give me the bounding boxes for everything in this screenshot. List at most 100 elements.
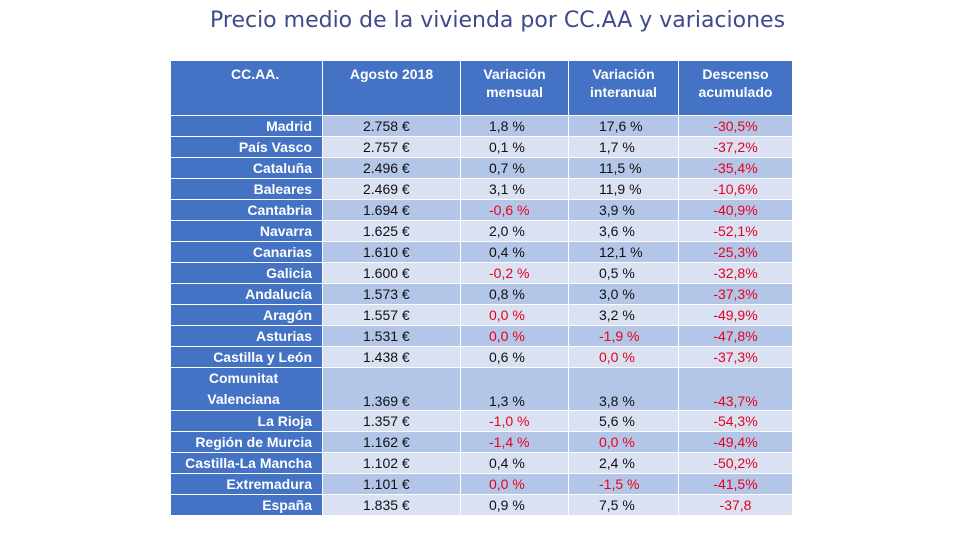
monthly-cell: 0,4 % bbox=[460, 241, 569, 263]
table-row: Canarias 1.610 €0,4 % 12,1 % -25,3% bbox=[170, 241, 793, 263]
header-accum: Descenso acumulado bbox=[678, 60, 793, 116]
price-cell: 1.369 € bbox=[322, 367, 461, 411]
monthly-cell: -1,4 % bbox=[460, 431, 569, 453]
price-cell: 1.835 € bbox=[322, 494, 461, 516]
monthly-cell: 1,3 % bbox=[460, 367, 569, 411]
accum-cell: -41,5% bbox=[678, 473, 793, 495]
header-yearly: Variación interanual bbox=[568, 60, 679, 116]
table-row: Extremadura 1.101 €0,0 % -1,5 % -41,5% bbox=[170, 473, 793, 495]
price-cell: 1.162 € bbox=[322, 431, 461, 453]
accum-cell: -49,4% bbox=[678, 431, 793, 453]
accum-cell: -37,2% bbox=[678, 136, 793, 158]
region-cell: Cataluña bbox=[170, 157, 323, 179]
table-row: Madrid 2.758 €1,8 % 17,6 % -30,5% bbox=[170, 115, 793, 137]
monthly-cell: 0,0 % bbox=[460, 304, 569, 326]
table-row: Comunitat Valenciana 1.369 €1,3 % 3,8 % -43… bbox=[170, 367, 793, 411]
monthly-cell: 0,4 % bbox=[460, 452, 569, 474]
price-cell: 1.557 € bbox=[322, 304, 461, 326]
monthly-cell: 3,1 % bbox=[460, 178, 569, 200]
price-cell: 1.438 € bbox=[322, 346, 461, 368]
yearly-cell: 2,4 % bbox=[568, 452, 679, 474]
header-monthly: Variación mensual bbox=[460, 60, 569, 116]
monthly-cell: -0,2 % bbox=[460, 262, 569, 284]
table-row: Castilla y León 1.438 €0,6 % 0,0 % -37,3% bbox=[170, 346, 793, 368]
region-cell: Galicia bbox=[170, 262, 323, 284]
region-cell: Castilla y León bbox=[170, 346, 323, 368]
price-cell: 1.694 € bbox=[322, 199, 461, 221]
table-row: La Rioja 1.357 € -1,0 % 5,6 % -54,3% bbox=[170, 410, 793, 432]
region-cell: Andalucía bbox=[170, 283, 323, 305]
monthly-cell: 2,0 % bbox=[460, 220, 569, 242]
yearly-cell: 7,5 % bbox=[568, 494, 679, 516]
region-cell: Aragón bbox=[170, 304, 323, 326]
header-price: Agosto 2018 bbox=[322, 60, 461, 116]
yearly-cell: 11,5 % bbox=[568, 157, 679, 179]
accum-cell: -37,3% bbox=[678, 346, 793, 368]
yearly-cell: 3,6 % bbox=[568, 220, 679, 242]
yearly-cell: 0,0 % bbox=[568, 346, 679, 368]
price-table: CC.AA. Agosto 2018 Variación mensual Var… bbox=[170, 60, 793, 516]
region-cell: Castilla-La Mancha bbox=[170, 452, 323, 474]
accum-cell: -30,5% bbox=[678, 115, 793, 137]
accum-cell: -40,9% bbox=[678, 199, 793, 221]
table-row: Castilla-La Mancha 1.102 €0,4 % 2,4 % -50,2… bbox=[170, 452, 793, 474]
accum-cell: -25,3% bbox=[678, 241, 793, 263]
region-cell: Región de Murcia bbox=[170, 431, 323, 453]
accum-cell: -47,8% bbox=[678, 325, 793, 347]
yearly-cell: 12,1 % bbox=[568, 241, 679, 263]
accum-cell: -54,3% bbox=[678, 410, 793, 432]
price-cell: 2.469 € bbox=[322, 178, 461, 200]
price-cell: 1.610 € bbox=[322, 241, 461, 263]
yearly-cell: 3,2 % bbox=[568, 304, 679, 326]
price-cell: 1.357 € bbox=[322, 410, 461, 432]
price-cell: 2.758 € bbox=[322, 115, 461, 137]
accum-cell: -49,9% bbox=[678, 304, 793, 326]
region-cell: Comunitat Valenciana bbox=[170, 367, 323, 411]
yearly-cell: 1,7 % bbox=[568, 136, 679, 158]
region-cell: La Rioja bbox=[170, 410, 323, 432]
monthly-cell: 1,8 % bbox=[460, 115, 569, 137]
header-ccaa: CC.AA. bbox=[170, 60, 323, 116]
table-row: Cantabria 1.694 € -0,6 % 3,9 % -40,9% bbox=[170, 199, 793, 221]
table-row: Baleares 2.469 €3,1 % 11,9 % -10,6% bbox=[170, 178, 793, 200]
region-cell: País Vasco bbox=[170, 136, 323, 158]
chart-title: Precio medio de la vivienda por CC.AA y … bbox=[210, 8, 786, 33]
region-cell: Canarias bbox=[170, 241, 323, 263]
price-cell: 1.600 € bbox=[322, 262, 461, 284]
yearly-cell: 3,9 % bbox=[568, 199, 679, 221]
yearly-cell: 3,0 % bbox=[568, 283, 679, 305]
table-row: Andalucía 1.573 €0,8 % 3,0 % -37,3% bbox=[170, 283, 793, 305]
price-cell: 1.625 € bbox=[322, 220, 461, 242]
region-cell: Baleares bbox=[170, 178, 323, 200]
region-cell: Asturias bbox=[170, 325, 323, 347]
monthly-cell: 0,1 % bbox=[460, 136, 569, 158]
accum-cell: -32,8% bbox=[678, 262, 793, 284]
monthly-cell: 0,9 % bbox=[460, 494, 569, 516]
region-cell: Navarra bbox=[170, 220, 323, 242]
monthly-cell: 0,0 % bbox=[460, 473, 569, 495]
monthly-cell: 0,6 % bbox=[460, 346, 569, 368]
yearly-cell: 0,5 % bbox=[568, 262, 679, 284]
yearly-cell: 11,9 % bbox=[568, 178, 679, 200]
accum-cell: -35,4% bbox=[678, 157, 793, 179]
yearly-cell: -1,9 % bbox=[568, 325, 679, 347]
accum-cell: -50,2% bbox=[678, 452, 793, 474]
yearly-cell: 0,0 % bbox=[568, 431, 679, 453]
region-cell: Extremadura bbox=[170, 473, 323, 495]
table-row: Cataluña 2.496 €0,7 % 11,5 % -35,4% bbox=[170, 157, 793, 179]
monthly-cell: -0,6 % bbox=[460, 199, 569, 221]
region-cell: España bbox=[170, 494, 323, 516]
yearly-cell: 5,6 % bbox=[568, 410, 679, 432]
price-cell: 2.496 € bbox=[322, 157, 461, 179]
price-cell: 1.531 € bbox=[322, 325, 461, 347]
header-row: CC.AA. Agosto 2018 Variación mensual Var… bbox=[170, 60, 793, 116]
yearly-cell: -1,5 % bbox=[568, 473, 679, 495]
table-row: Galicia 1.600 € -0,2 % 0,5 % -32,8% bbox=[170, 262, 793, 284]
monthly-cell: -1,0 % bbox=[460, 410, 569, 432]
table-row: Región de Murcia 1.162 € -1,4 % 0,0 % -49,4% bbox=[170, 431, 793, 453]
price-cell: 1.573 € bbox=[322, 283, 461, 305]
price-cell: 1.101 € bbox=[322, 473, 461, 495]
table-row: España 1.835 €0,9 % 7,5 % -37,8 bbox=[170, 494, 793, 516]
accum-cell: -43,7% bbox=[678, 367, 793, 411]
price-cell: 1.102 € bbox=[322, 452, 461, 474]
